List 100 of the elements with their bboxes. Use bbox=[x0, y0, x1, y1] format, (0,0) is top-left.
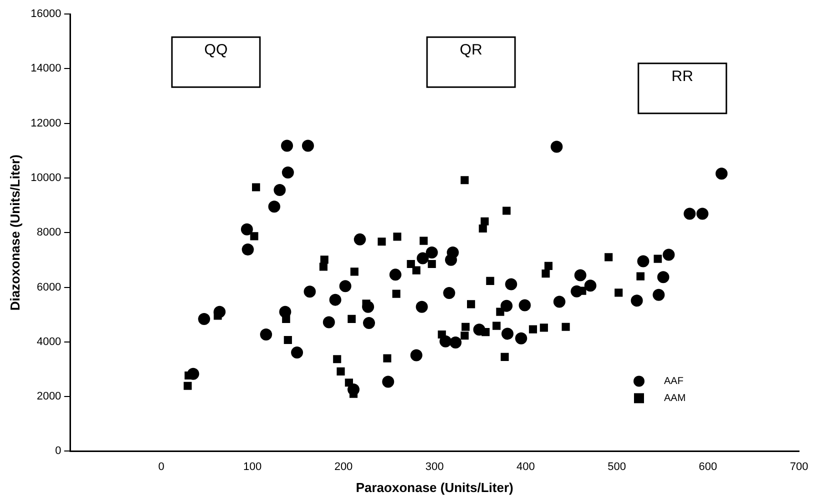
point bbox=[291, 346, 304, 359]
y-tick-label: 4000 bbox=[36, 336, 62, 348]
point bbox=[482, 328, 490, 336]
point bbox=[542, 270, 550, 278]
point bbox=[184, 382, 192, 390]
point bbox=[460, 332, 469, 340]
point bbox=[501, 328, 514, 340]
point bbox=[528, 325, 538, 334]
point bbox=[268, 200, 280, 213]
point bbox=[637, 255, 650, 268]
point bbox=[412, 266, 420, 274]
point bbox=[319, 262, 328, 271]
point bbox=[505, 278, 518, 290]
y-tick-label: 8000 bbox=[36, 226, 62, 239]
point bbox=[515, 332, 528, 344]
point bbox=[450, 336, 462, 348]
point bbox=[336, 367, 345, 376]
x-tick-label: 200 bbox=[334, 460, 353, 473]
point bbox=[274, 184, 286, 196]
point bbox=[652, 288, 665, 301]
point bbox=[518, 299, 531, 312]
point bbox=[467, 300, 476, 308]
point bbox=[604, 253, 613, 262]
point bbox=[350, 268, 358, 276]
point bbox=[544, 262, 553, 270]
y-tick-label: 12000 bbox=[30, 117, 62, 130]
point bbox=[410, 349, 422, 362]
point bbox=[363, 317, 375, 330]
point bbox=[329, 294, 342, 306]
point bbox=[339, 280, 352, 292]
point bbox=[500, 300, 513, 312]
point bbox=[696, 208, 708, 220]
y-tick-label: 14000 bbox=[30, 62, 62, 75]
point bbox=[416, 300, 428, 313]
x-tick-label: 400 bbox=[516, 460, 535, 473]
point bbox=[426, 246, 438, 259]
y-tick-label: 10000 bbox=[30, 172, 62, 184]
point bbox=[584, 280, 596, 292]
point bbox=[242, 244, 254, 256]
annotation: QQ bbox=[204, 42, 228, 59]
point bbox=[428, 260, 436, 268]
point bbox=[304, 286, 316, 298]
legend-label: AAF bbox=[664, 376, 684, 387]
point bbox=[198, 312, 210, 325]
point bbox=[630, 294, 643, 307]
point bbox=[378, 238, 386, 246]
x-tick-label: 500 bbox=[608, 460, 626, 473]
annotation: RR bbox=[672, 68, 694, 85]
annotation: QR bbox=[460, 42, 482, 59]
point bbox=[348, 314, 356, 323]
point bbox=[444, 254, 457, 266]
y-tick-label: 2000 bbox=[36, 390, 62, 403]
point bbox=[574, 269, 586, 282]
point bbox=[438, 330, 446, 339]
x-tick-label: 600 bbox=[698, 460, 718, 473]
point bbox=[716, 168, 728, 180]
y-tick-label: 0 bbox=[55, 445, 62, 458]
point bbox=[420, 236, 428, 245]
point bbox=[282, 314, 290, 323]
point bbox=[382, 376, 394, 388]
point bbox=[657, 271, 670, 284]
point bbox=[322, 316, 335, 328]
point bbox=[684, 208, 696, 220]
point bbox=[562, 322, 570, 331]
x-axis-title: Paraoxonase (Units/Liter) bbox=[356, 480, 514, 495]
y-tick-label: 6000 bbox=[36, 281, 62, 294]
point bbox=[354, 233, 366, 246]
point bbox=[460, 176, 469, 184]
point bbox=[443, 286, 456, 299]
point bbox=[416, 252, 429, 264]
point bbox=[636, 272, 645, 280]
y-tick-label: 16000 bbox=[30, 8, 62, 20]
y-axis-title: Diazoxonase (Units/Liter) bbox=[7, 154, 22, 311]
point bbox=[252, 183, 260, 192]
point bbox=[614, 288, 623, 297]
x-tick-label: 300 bbox=[425, 460, 444, 473]
point bbox=[389, 268, 402, 281]
point bbox=[240, 223, 253, 236]
point bbox=[393, 232, 402, 241]
point bbox=[281, 140, 294, 152]
point bbox=[344, 378, 353, 387]
point bbox=[486, 276, 494, 285]
point bbox=[282, 166, 294, 178]
legend-label: AAM bbox=[664, 392, 686, 404]
point bbox=[662, 248, 675, 261]
point bbox=[553, 296, 566, 308]
point bbox=[250, 232, 258, 240]
x-tick-label: 0 bbox=[158, 460, 164, 473]
x-tick-label: 100 bbox=[243, 460, 262, 473]
point bbox=[333, 355, 342, 364]
point bbox=[654, 254, 662, 263]
point bbox=[540, 324, 548, 332]
x-tick-label: 700 bbox=[790, 460, 808, 473]
point bbox=[406, 260, 415, 268]
point bbox=[302, 140, 314, 152]
point bbox=[550, 140, 563, 153]
point bbox=[496, 308, 504, 316]
point bbox=[284, 336, 292, 344]
point bbox=[383, 354, 392, 362]
point bbox=[500, 352, 509, 361]
